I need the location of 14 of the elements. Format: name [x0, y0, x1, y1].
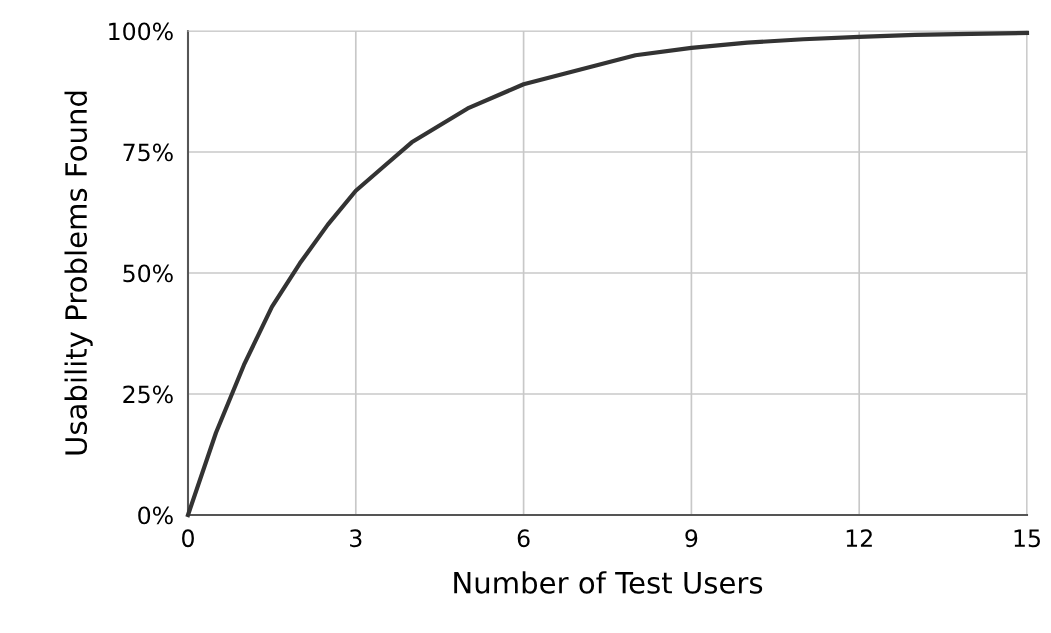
y-axis-title: Usability Problems Found [64, 91, 93, 455]
x-tick-label: 9 [685, 529, 698, 548]
y-tick-label: 75% [123, 143, 173, 162]
x-tick-label: 3 [350, 529, 362, 548]
y-tick-label: 50% [123, 264, 173, 283]
y-tick-label: 100% [109, 22, 173, 41]
y-tick-label: 25% [123, 385, 173, 404]
line-series [185, 30, 1030, 518]
x-axis-title: Number of Test Users [454, 571, 763, 594]
x-tick-label: 15 [1014, 529, 1040, 548]
x-tick-label: 6 [517, 529, 530, 548]
y-tick-label: 0% [138, 506, 173, 525]
x-tick-label: 0 [182, 529, 194, 548]
x-tick-label: 12 [846, 529, 872, 547]
